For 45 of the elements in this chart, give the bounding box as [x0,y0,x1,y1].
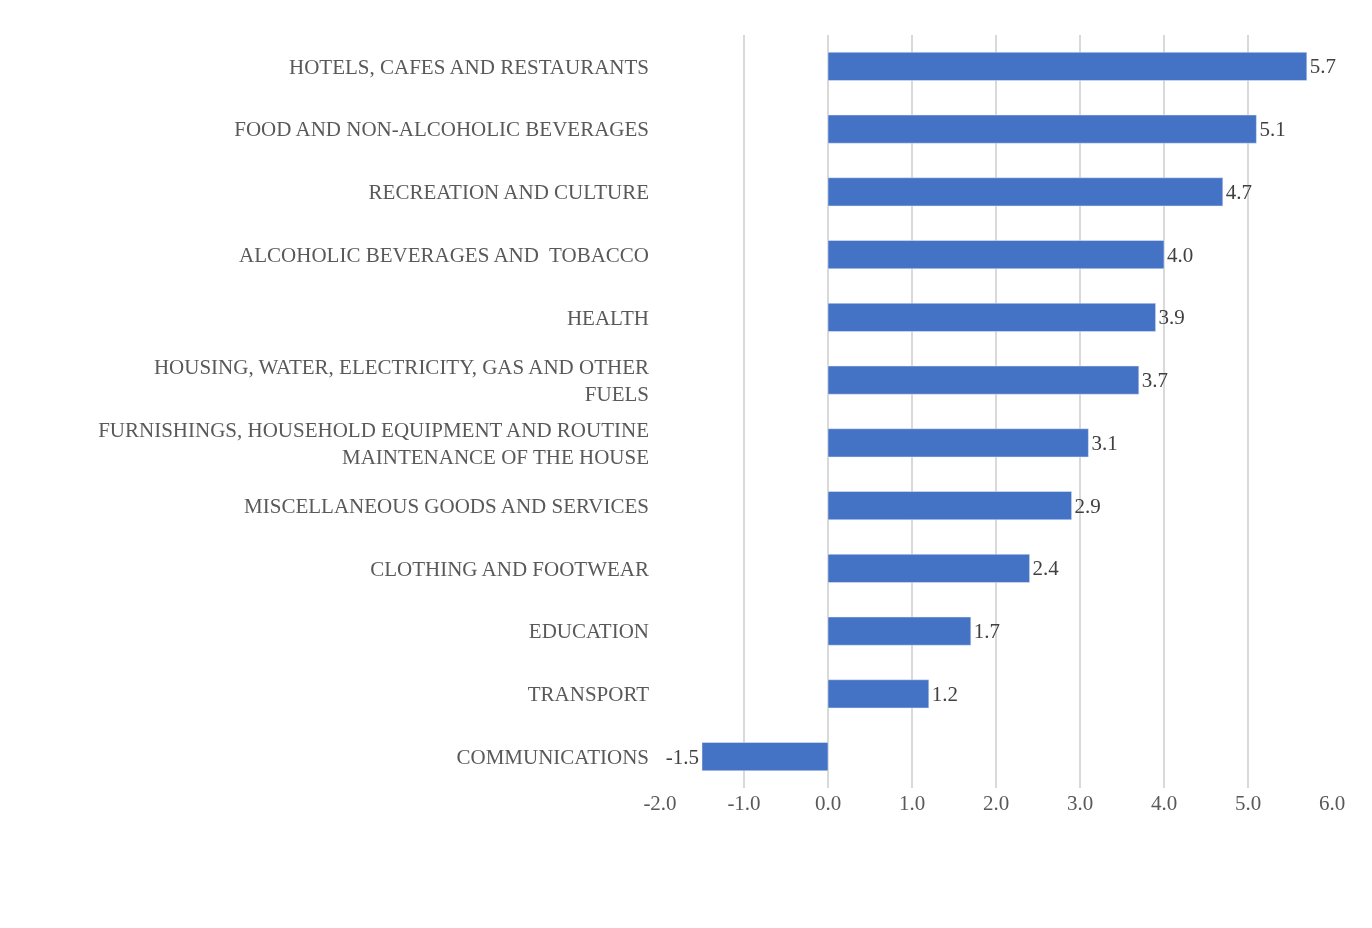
x-tick-label: 2.0 [982,791,1010,815]
data-label: 3.1 [1091,430,1118,455]
bar [827,428,1089,458]
x-tick-label: 4.0 [1150,791,1178,815]
y-tick-label: FOOD AND NON-ALCOHOLIC BEVERAGES [234,117,649,142]
y-tick-label: FURNISHINGS, HOUSEHOLD EQUIPMENT AND ROUTINE MAINTENANCE OF THE HOUSE [98,417,649,469]
data-label: 3.9 [1158,305,1185,330]
y-tick-label: COMMUNICATIONS [456,744,649,769]
bar [827,240,1165,269]
bar [827,52,1308,81]
y-tick-label: RECREATION AND CULTURE [368,180,649,205]
x-tick-label: -2.0 [643,791,677,815]
data-label: 4.0 [1167,242,1194,267]
x-tick-label: 5.0 [1234,791,1262,815]
y-tick-label: TRANSPORT [527,682,650,707]
y-tick-label: ALCOHOLIC BEVERAGES AND TOBACCO [239,242,649,267]
y-tick-label: HOTELS, CAFES AND RESTAURANTS [288,54,649,79]
data-label: 1.2 [931,681,959,706]
bar [827,554,1030,583]
data-label: 2.9 [1074,493,1101,518]
data-label: 5.1 [1259,117,1286,142]
y-tick-label: CLOTHING AND FOOTWEAR [370,556,649,581]
x-tick-label: 0.0 [814,791,842,815]
bar [827,114,1257,144]
bar [701,742,829,771]
data-label: 4.7 [1225,179,1253,204]
bar [827,616,972,646]
x-tick-label: 3.0 [1066,791,1094,815]
bar [827,679,930,709]
x-tick-label: -1.0 [727,791,761,815]
data-label: 3.7 [1141,368,1169,393]
data-label: 5.7 [1309,54,1337,79]
bar [827,491,1072,520]
bar [827,177,1224,207]
y-tick-label: MISCELLANEOUS GOODS AND SERVICES [244,493,649,518]
data-label: 2.4 [1032,556,1060,581]
y-tick-label: HOUSING, WATER, ELECTRICITY, GAS AND OTHER FUELS [153,354,649,407]
x-tick-label: 1.0 [898,791,926,815]
data-label: -1.5 [665,744,699,769]
bar [827,303,1156,332]
data-label: 1.7 [973,619,1001,644]
x-tick-label: 6.0 [1318,791,1346,815]
y-tick-label: HEALTH [566,305,649,330]
y-tick-label: EDUCATION [528,619,649,644]
bar [827,365,1140,395]
